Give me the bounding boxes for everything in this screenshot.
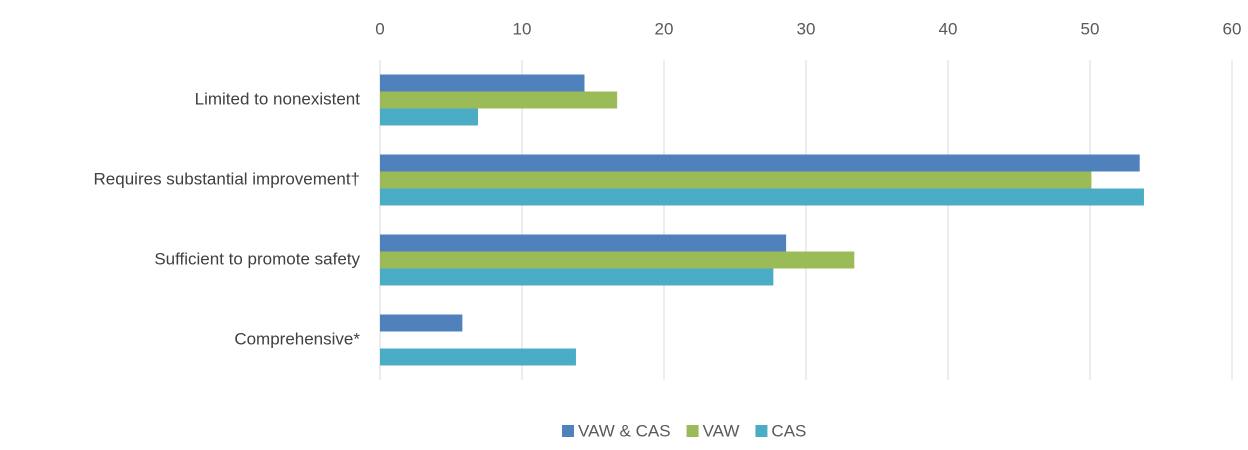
x-tick-label: 40 xyxy=(939,19,958,38)
bar xyxy=(380,154,1140,172)
bar xyxy=(380,251,855,269)
legend-swatch xyxy=(686,425,699,437)
bar xyxy=(380,314,463,332)
y-tick-label: Limited to nonexistent xyxy=(195,89,361,108)
y-tick-label: Comprehensive* xyxy=(234,329,360,348)
bar xyxy=(380,108,478,126)
bar xyxy=(380,268,774,286)
bar xyxy=(380,91,618,109)
x-tick-label: 0 xyxy=(375,19,384,38)
x-tick-label: 50 xyxy=(1081,19,1100,38)
legend-label: VAW & CAS xyxy=(578,421,671,440)
legend-swatch xyxy=(562,425,574,437)
bar xyxy=(380,74,585,92)
x-tick-label: 60 xyxy=(1223,19,1242,38)
bar xyxy=(380,234,787,252)
legend-label: CAS xyxy=(771,421,806,440)
legend-label: VAW xyxy=(703,421,740,440)
bar xyxy=(380,171,1092,189)
y-tick-label: Sufficient to promote safety xyxy=(154,249,360,268)
legend-swatch xyxy=(755,425,768,437)
bar xyxy=(380,188,1144,206)
x-tick-label: 20 xyxy=(655,19,674,38)
x-tick-label: 10 xyxy=(513,19,532,38)
y-tick-label: Requires substantial improvement† xyxy=(94,169,360,188)
bar xyxy=(380,348,576,366)
x-tick-label: 30 xyxy=(797,19,816,38)
